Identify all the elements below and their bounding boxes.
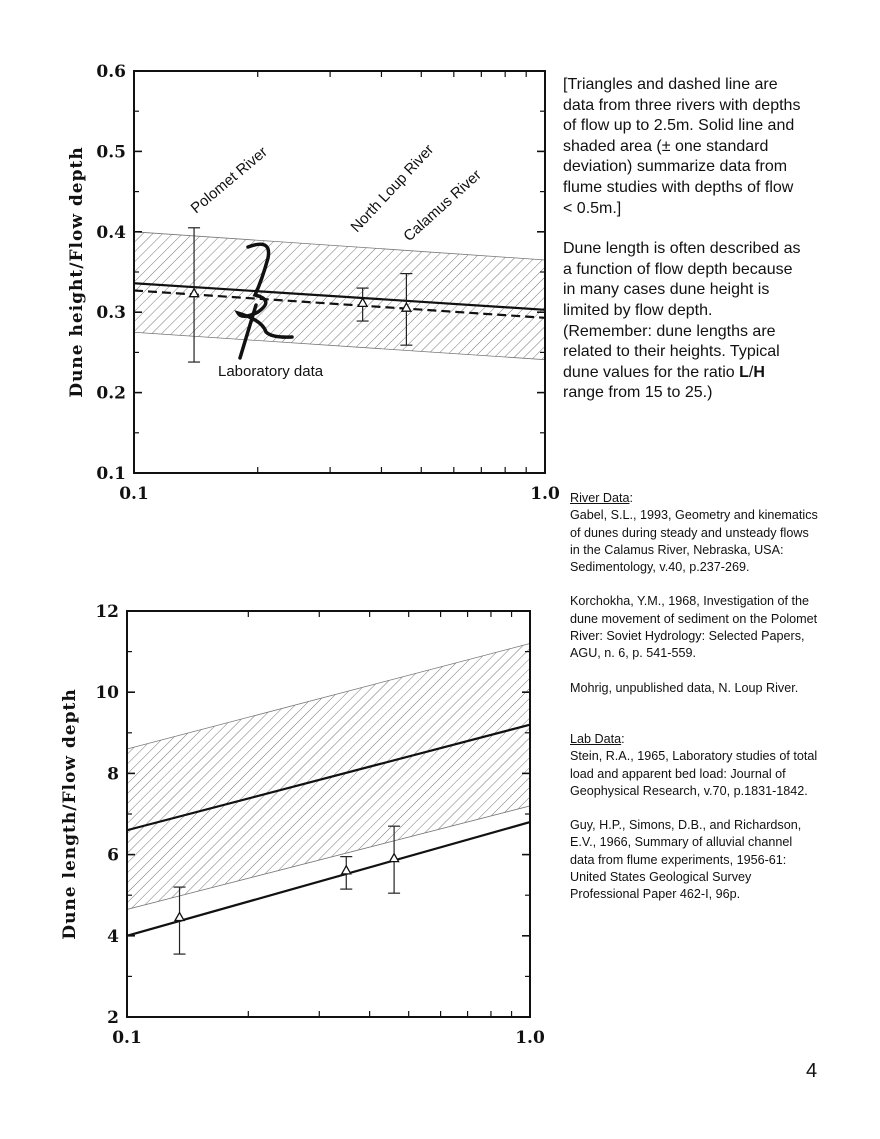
reference-item: Korchokha, Y.M., 1968, Investigation of … bbox=[570, 594, 818, 661]
data-point-triangle bbox=[357, 297, 369, 308]
river-trend-line bbox=[133, 289, 546, 319]
data-point-triangle bbox=[188, 287, 200, 298]
dune-length-chart: 2 4 6 8 10 12 0.1 1.0 Dune length/Flow depth bbox=[60, 602, 545, 1048]
data-point-triangle bbox=[388, 852, 400, 863]
description-paragraph-2: Dune length is often described as a func… bbox=[563, 239, 803, 404]
lab-data-group: Lab Data: Stein, R.A., 1965, Laboratory … bbox=[570, 731, 818, 904]
data-point-triangle bbox=[340, 864, 352, 875]
y-tick-label: 4 bbox=[107, 927, 119, 947]
river-data-group: River Data: Gabel, S.L., 1993, Geometry … bbox=[570, 490, 818, 697]
trend-line bbox=[133, 282, 546, 311]
reference-item: Guy, H.P., Simons, D.B., and Richardson,… bbox=[570, 818, 802, 902]
y-tick-label: 0.3 bbox=[96, 303, 126, 323]
y-axis-title: Dune length/Flow depth bbox=[60, 688, 80, 939]
river-data-heading: River Data: bbox=[570, 491, 633, 505]
y-tick-label: 8 bbox=[107, 764, 119, 784]
laboratory-data-label: Laboratory data bbox=[218, 363, 324, 380]
lab-data-heading: Lab Data: bbox=[570, 731, 625, 746]
y-tick-label: 6 bbox=[107, 846, 119, 866]
reference-item: Gabel, S.L., 1993, Geometry and kinemati… bbox=[570, 508, 818, 575]
ratio-slash: / bbox=[748, 363, 754, 381]
x-tick-label: 1.0 bbox=[515, 1028, 545, 1048]
y-tick-label: 2 bbox=[107, 1008, 119, 1028]
y-tick-label: 0.6 bbox=[96, 62, 126, 82]
river-label: Polomet River bbox=[188, 143, 271, 217]
reference-item: Mohrig, unpublished data, N. Loup River. bbox=[570, 680, 799, 695]
y-tick-label: 0.2 bbox=[96, 384, 126, 404]
data-point-triangle bbox=[173, 911, 186, 922]
y-tick-label: 0.5 bbox=[96, 142, 126, 162]
references: River Data: Gabel, S.L., 1993, Geometry … bbox=[570, 490, 818, 938]
reference-item: Stein, R.A., 1965, Laboratory studies of… bbox=[570, 749, 818, 798]
description-text-a: Dune length is often described as a func… bbox=[563, 240, 801, 381]
y-tick-label: 0.1 bbox=[96, 464, 126, 484]
laboratory-pointer bbox=[238, 303, 258, 360]
y-axis-title: Dune height/Flow depth bbox=[67, 146, 87, 397]
page-number: 4 bbox=[806, 1060, 818, 1082]
y-tick-label: 0.4 bbox=[96, 223, 126, 243]
ratio-h: H bbox=[753, 363, 765, 381]
dune-height-chart: 0.1 0.2 0.3 0.4 0.5 0.6 0.1 1.0 Dune height/Flow… bbox=[67, 62, 560, 504]
description-text: [Triangles and dashed line are data from… bbox=[563, 75, 803, 424]
ratio-l: L bbox=[739, 363, 749, 381]
trend-line bbox=[126, 821, 531, 937]
laboratory-brace bbox=[234, 242, 294, 339]
data-point-triangle bbox=[400, 301, 413, 312]
x-tick-label: 0.1 bbox=[112, 1028, 142, 1048]
description-paragraph-1: [Triangles and dashed line are data from… bbox=[563, 76, 801, 217]
trend-line bbox=[126, 723, 531, 832]
x-tick-label: 0.1 bbox=[119, 484, 149, 504]
description-text-b: range from 15 to 25.) bbox=[563, 384, 713, 402]
x-tick-label: 1.0 bbox=[530, 484, 560, 504]
y-tick-label: 12 bbox=[95, 602, 119, 622]
y-tick-label: 10 bbox=[95, 683, 119, 703]
